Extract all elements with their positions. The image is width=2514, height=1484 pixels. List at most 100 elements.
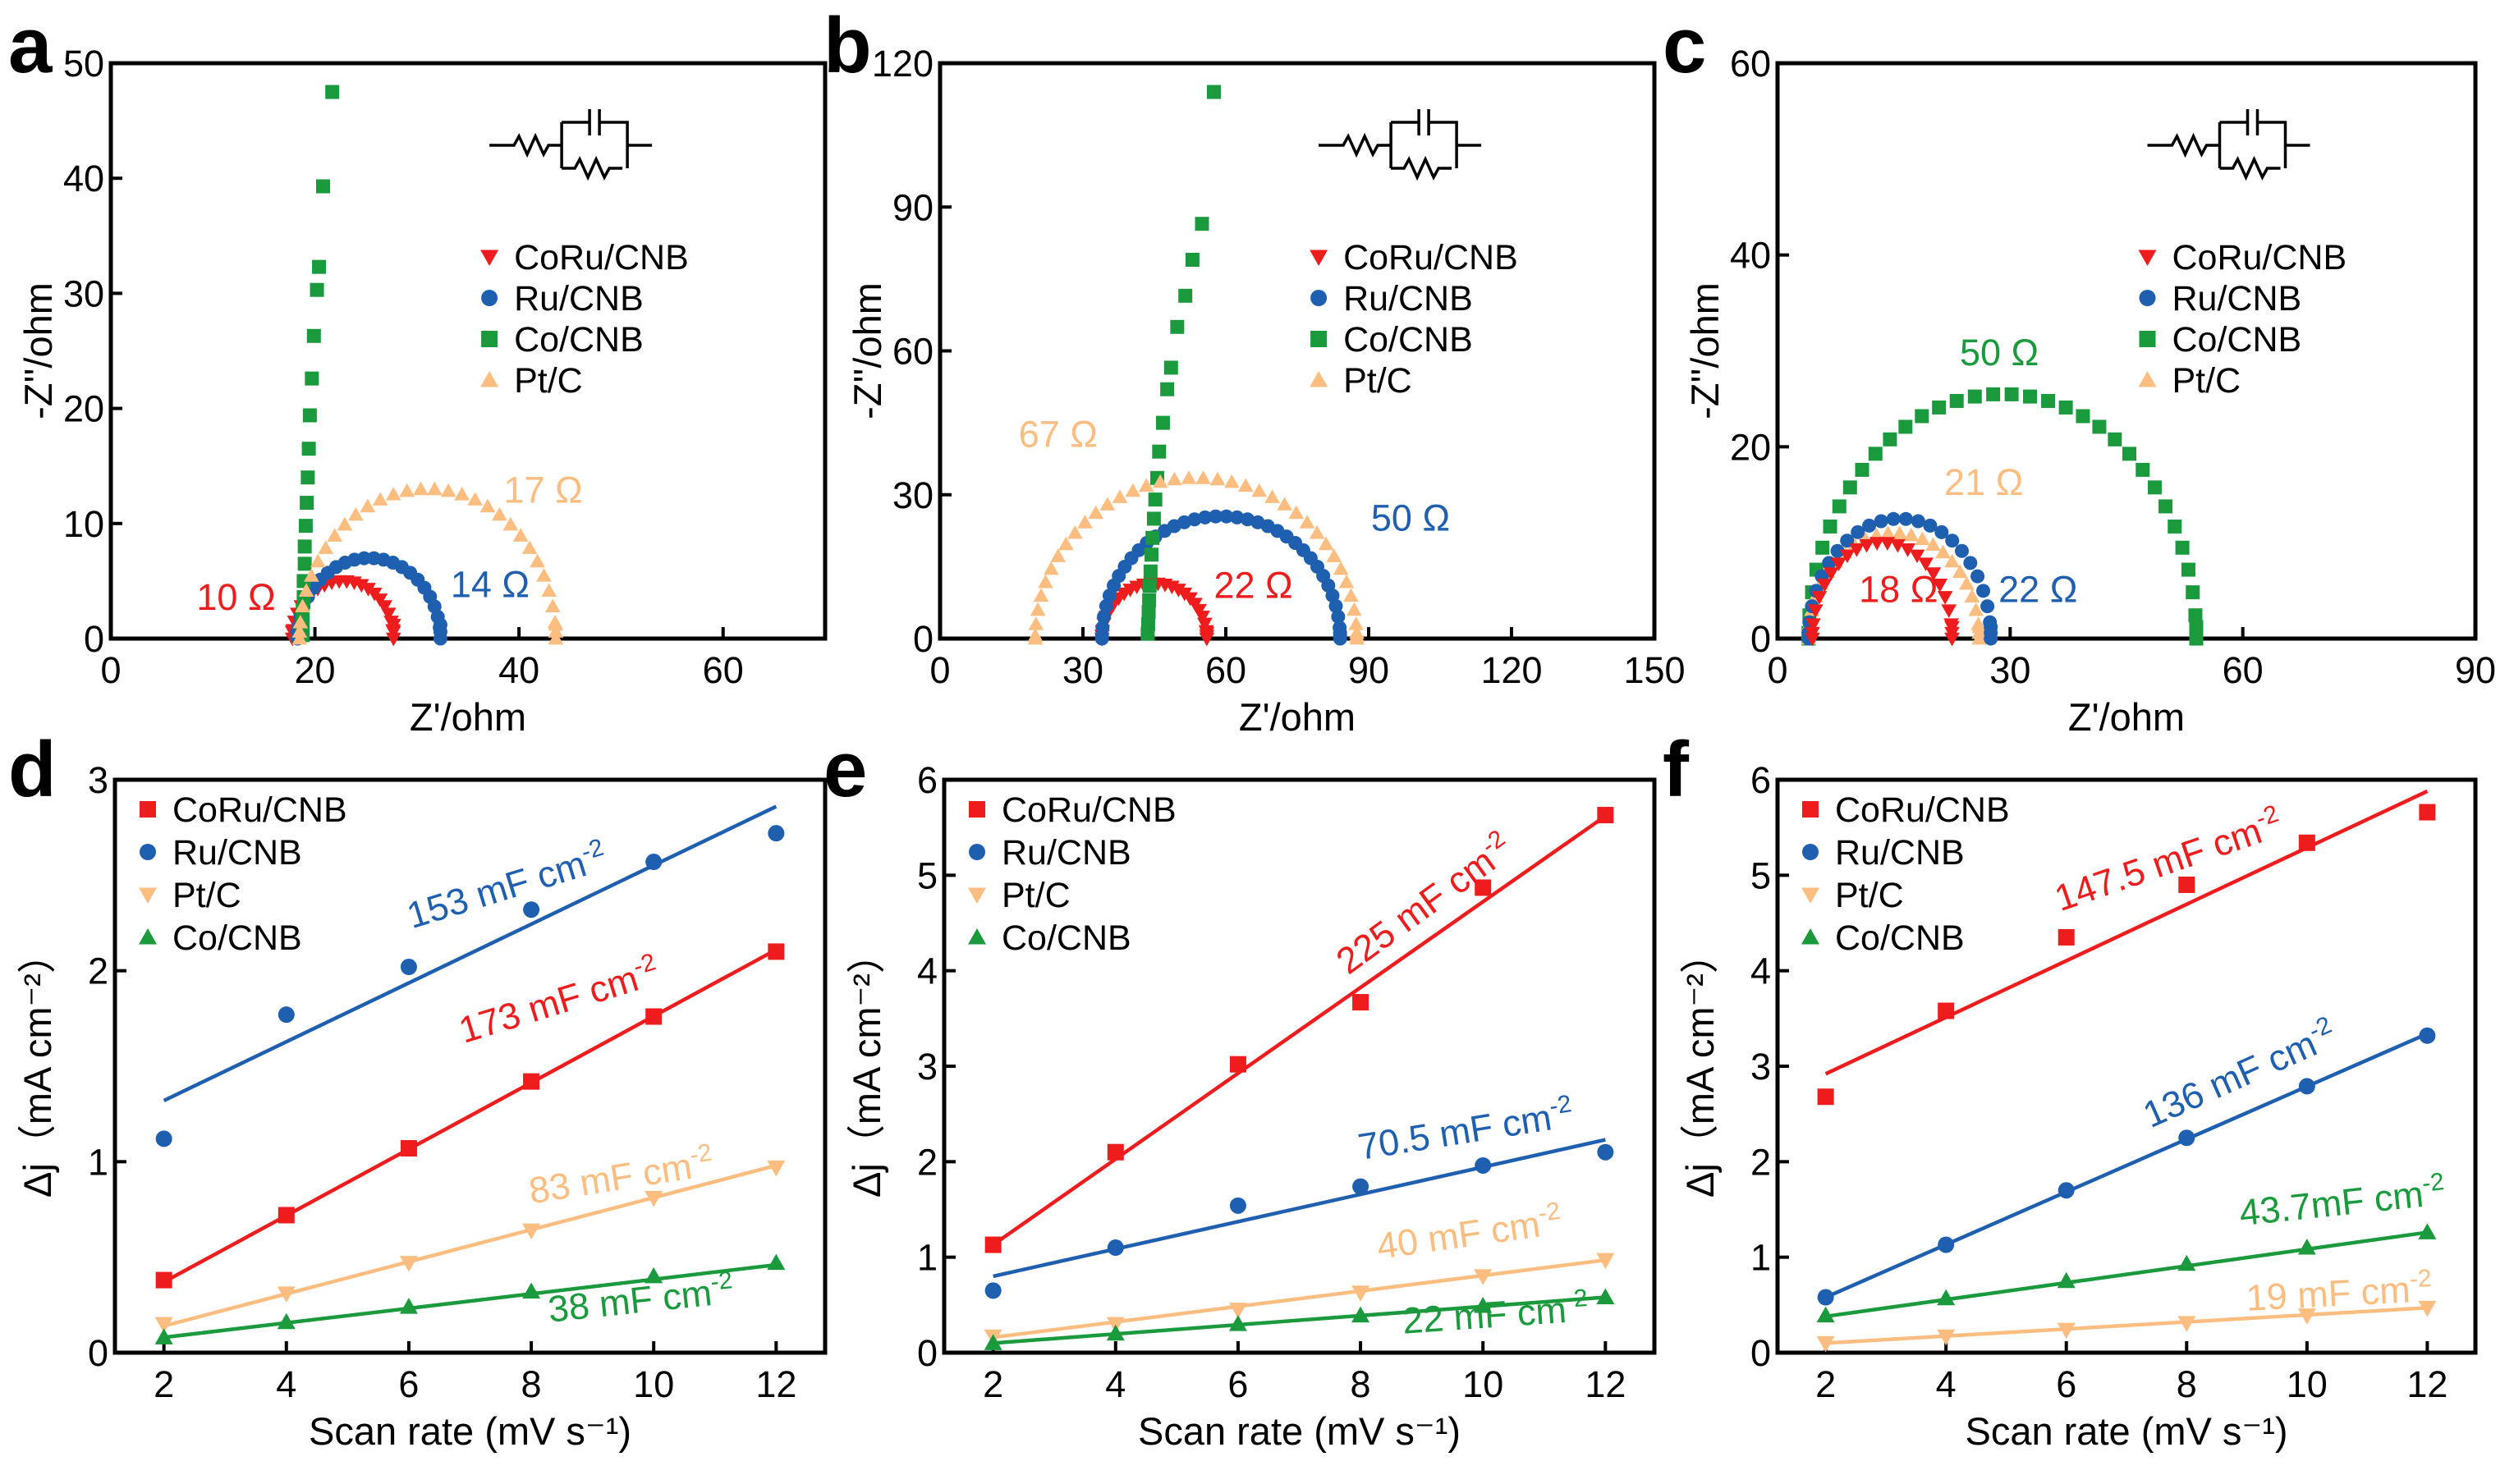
data-point xyxy=(1892,525,1908,540)
data-point xyxy=(1352,994,1369,1011)
legend-label-co-cnb: Co/CNB xyxy=(514,320,644,360)
data-point xyxy=(298,583,314,598)
data-point xyxy=(2418,1300,2437,1317)
y-tick-label: 10 xyxy=(63,503,104,545)
equivalent-circuit-icon xyxy=(2147,109,2310,181)
data-point xyxy=(1839,549,1856,564)
data-point xyxy=(479,498,496,513)
y-tick-label: 60 xyxy=(1730,43,1771,85)
x-axis-label: Z'/ohm xyxy=(410,695,526,739)
data-point xyxy=(1107,1143,1124,1161)
y-tick-label: 60 xyxy=(892,331,934,373)
data-point xyxy=(1027,630,1044,645)
data-point xyxy=(2177,1254,2196,1271)
y-tick-label: 50 xyxy=(63,43,104,85)
annotation-coru-cnb: 225 mF cm-2 xyxy=(1327,825,1520,982)
data-point xyxy=(1195,217,1209,231)
x-tick-label: 2 xyxy=(1815,1363,1836,1405)
data-point xyxy=(522,1223,541,1240)
data-point xyxy=(337,516,353,531)
annotation-co-cnb: 22 mF cm-2 xyxy=(1401,1285,1590,1342)
legend-marker-co-cnb xyxy=(968,928,986,945)
data-point xyxy=(1351,1285,1370,1302)
legend-marker-coru-cnb xyxy=(480,250,499,266)
data-point xyxy=(155,1130,172,1147)
data-point xyxy=(2177,1316,2196,1332)
data-point xyxy=(1348,616,1365,630)
data-point xyxy=(2058,400,2073,415)
panel-a: a 0 20 40 60 0 10 20 30 40 50 Z'/ohm -Z''/ohm CoRu/CN… xyxy=(8,2,828,739)
data-point xyxy=(1984,620,1998,634)
data-point xyxy=(1207,85,1221,99)
circuit-branch-icon xyxy=(1389,121,1452,181)
data-point xyxy=(1251,483,1268,497)
fit-line-pt-c xyxy=(993,1257,1606,1340)
data-point xyxy=(1932,578,1948,593)
annotation-ru-cnb: 14 Ω xyxy=(451,564,530,606)
x-tick-label: 90 xyxy=(1348,649,1389,691)
panel-label-d: d xyxy=(8,726,57,813)
fit-line-coru-cnb xyxy=(992,814,1607,1247)
y-tick-label: 40 xyxy=(63,158,104,199)
data-point xyxy=(1915,409,1929,424)
legend-label-coru-cnb: CoRu/CNB xyxy=(1002,790,1177,830)
data-point xyxy=(1209,509,1223,524)
data-point xyxy=(427,481,443,496)
legend-marker-pt-c xyxy=(968,887,986,904)
x-tick-label: 2 xyxy=(983,1363,1003,1405)
data-point xyxy=(1937,591,1953,605)
data-point xyxy=(645,1266,663,1284)
legend-marker-ru-cnb xyxy=(481,290,498,306)
y-tick-label: 1 xyxy=(88,1141,108,1183)
data-point xyxy=(1815,540,1830,555)
data-point xyxy=(1170,319,1185,334)
data-point xyxy=(291,624,308,638)
data-point xyxy=(1346,602,1362,616)
annotation-pt-c: 17 Ω xyxy=(504,469,583,511)
x-tick-label: 30 xyxy=(1062,649,1103,691)
y-tick-label: 30 xyxy=(63,273,104,314)
annotation-ru-cnb: 50 Ω xyxy=(1371,497,1450,539)
y-axis-label: Δj（mA cm⁻²） xyxy=(16,935,59,1198)
x-tick-label: 0 xyxy=(1767,649,1787,691)
data-point xyxy=(1949,393,1964,408)
data-point xyxy=(1328,598,1343,613)
y-tick-label: 5 xyxy=(1750,854,1771,896)
data-point xyxy=(318,540,334,554)
legend-label-co-cnb: Co/CNB xyxy=(1002,918,1131,958)
data-point xyxy=(1181,470,1197,484)
data-point xyxy=(1228,1315,1247,1331)
data-point xyxy=(278,1207,295,1224)
data-point xyxy=(502,516,519,531)
legend-marker-ru-cnb xyxy=(1310,290,1328,306)
x-tick-label: 6 xyxy=(1227,1363,1248,1405)
y-tick-label: 40 xyxy=(1730,235,1771,277)
annotation-coru-cnb: 147.5 mF cm-2 xyxy=(2048,800,2287,919)
data-point xyxy=(1475,1157,1492,1174)
data-point xyxy=(2298,834,2315,851)
series-ru-cnb xyxy=(1094,509,1347,646)
y-tick-label: 2 xyxy=(1750,1141,1771,1183)
data-point xyxy=(1309,524,1325,539)
data-point xyxy=(1898,511,1913,526)
data-point xyxy=(1474,1269,1493,1285)
series-coru-cnb xyxy=(1805,537,1960,647)
data-point xyxy=(1349,625,1365,639)
data-point xyxy=(2178,1129,2195,1147)
data-point xyxy=(1160,382,1175,396)
data-point xyxy=(305,371,319,386)
data-point xyxy=(1830,543,1845,558)
data-point xyxy=(1143,564,1158,579)
legend-marker-pt-c xyxy=(1310,371,1328,387)
data-point xyxy=(1140,616,1155,631)
legend-label-ru-cnb: Ru/CNB xyxy=(1343,279,1473,318)
data-point xyxy=(1597,1143,1614,1161)
data-point xyxy=(1941,604,1957,618)
data-point xyxy=(1934,524,1949,539)
data-point xyxy=(1187,512,1202,527)
data-point xyxy=(548,616,564,631)
fit-line-ru-cnb xyxy=(163,804,778,1102)
fit-line-co-cnb xyxy=(1825,1230,2428,1319)
